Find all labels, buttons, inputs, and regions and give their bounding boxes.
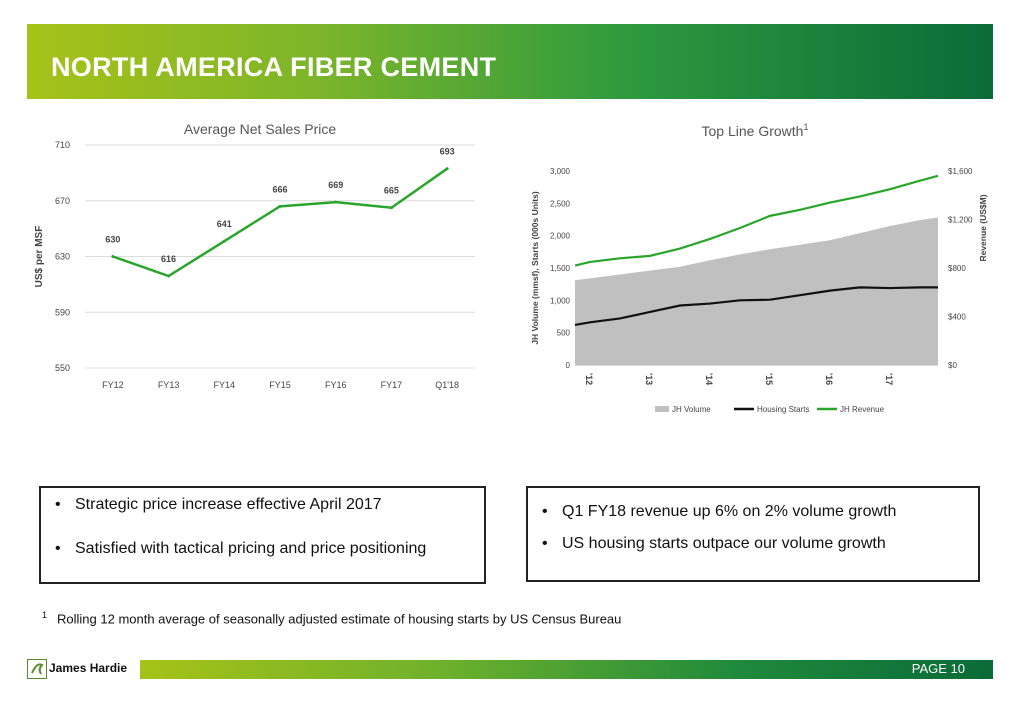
right-bullet-2: • US housing starts outpace our volume gr… bbox=[542, 535, 886, 552]
avg-net-sales-price-chart: Average Net Sales Price 710 670 630 590 550 US… bbox=[34, 121, 475, 390]
footnote: 1 Rolling 12 month average of seasonally … bbox=[42, 610, 621, 626]
chart2-xtick: '12 bbox=[584, 373, 594, 385]
chart1-xtick: FY14 bbox=[214, 380, 236, 390]
chart2-y2tick: $1,600 bbox=[948, 167, 973, 176]
chart1-xtick: FY12 bbox=[102, 380, 124, 390]
chart1-data-label: 666 bbox=[272, 184, 287, 194]
logo-mark-icon bbox=[27, 659, 47, 679]
chart2-xtick: '13 bbox=[644, 373, 654, 385]
chart2-xtick: '15 bbox=[764, 373, 774, 385]
chart2-ytick: 2,000 bbox=[550, 232, 571, 241]
chart2-title-superscript: 1 bbox=[803, 122, 808, 132]
chart1-data-label: 616 bbox=[161, 254, 176, 264]
page-number: PAGE 10 bbox=[911, 661, 965, 676]
chart2-ytick: 1,500 bbox=[550, 264, 571, 273]
chart1-ytick: 670 bbox=[55, 196, 70, 206]
right-bullet-box: • Q1 FY18 revenue up 6% on 2% volume grow… bbox=[526, 486, 980, 582]
page-title: NORTH AMERICA FIBER CEMENT bbox=[51, 52, 497, 82]
chart1-xtick: FY16 bbox=[325, 380, 347, 390]
chart1-ytick: 590 bbox=[55, 307, 70, 317]
chart1-ylabel: US$ per MSF bbox=[34, 226, 45, 288]
chart2-ytick: 500 bbox=[557, 329, 571, 338]
chart2-xtick: '14 bbox=[704, 373, 714, 385]
chart2-ylabel: JH Volume (mmsf), Starts (000s Units) bbox=[530, 191, 540, 345]
chart2-ytick: 1,000 bbox=[550, 296, 571, 305]
chart1-xtick: FY15 bbox=[269, 380, 291, 390]
right-bullet-1: • Q1 FY18 revenue up 6% on 2% volume grow… bbox=[542, 503, 897, 520]
chart2-title: Top Line Growth1 bbox=[702, 122, 809, 139]
chart2-series-revenue-line bbox=[574, 174, 939, 267]
chart2-legend-swatch bbox=[655, 406, 669, 412]
chart1-point bbox=[111, 255, 115, 258]
chart2-y2tick: $1,200 bbox=[948, 216, 973, 225]
chart2-y2label: Revenue (US$M) bbox=[978, 194, 988, 261]
chart1-title: Average Net Sales Price bbox=[184, 121, 336, 137]
chart1-point bbox=[167, 274, 171, 278]
chart1-point bbox=[389, 206, 393, 210]
chart2-ytick: 3,000 bbox=[550, 167, 571, 176]
top-line-growth-chart: Top Line Growth1 3,000 2,500 2,000 1,500 1,00… bbox=[530, 122, 988, 414]
chart2-ytick: 0 bbox=[566, 361, 571, 370]
left-bullet-2: • Satisfied with tactical pricing and pri… bbox=[55, 540, 427, 557]
chart1-point bbox=[445, 167, 449, 171]
chart2-ytick: 2,500 bbox=[550, 199, 571, 208]
chart2-series-volume-area bbox=[575, 217, 938, 365]
chart1-point bbox=[278, 204, 282, 208]
company-logo: James Hardie bbox=[27, 659, 137, 679]
chart2-y2tick: $400 bbox=[948, 313, 966, 322]
chart1-xtick: Q1'18 bbox=[435, 380, 459, 390]
chart1-data-label: 641 bbox=[217, 219, 232, 229]
chart1-ytick: 630 bbox=[55, 252, 70, 262]
chart2-xtick: '17 bbox=[884, 373, 894, 385]
chart1-data-label: 630 bbox=[105, 235, 120, 245]
footnote-marker: 1 bbox=[42, 610, 48, 620]
chart2-xtick: '16 bbox=[824, 373, 834, 385]
chart1-xtick: FY17 bbox=[381, 380, 403, 390]
company-name: James Hardie bbox=[49, 661, 128, 675]
chart2-legend-label: Housing Starts bbox=[757, 405, 809, 414]
chart1-data-label: 665 bbox=[384, 186, 399, 196]
chart2-legend-label: JH Volume bbox=[672, 405, 711, 414]
title-banner: NORTH AMERICA FIBER CEMENT bbox=[27, 24, 993, 99]
chart2-legend-label: JH Revenue bbox=[840, 405, 885, 414]
chart1-data-label: 693 bbox=[440, 147, 455, 157]
chart1-point bbox=[334, 200, 338, 204]
chart1-ytick: 550 bbox=[55, 363, 70, 373]
chart2-y2tick: $0 bbox=[948, 361, 957, 370]
left-bullet-1: • Strategic price increase effective Apri… bbox=[55, 496, 382, 513]
chart1-data-label: 669 bbox=[328, 180, 343, 190]
chart2-series-housing-starts-line bbox=[574, 286, 938, 326]
chart1-point bbox=[222, 239, 226, 243]
footer-bar: PAGE 10 bbox=[140, 660, 993, 679]
left-bullet-box: • Strategic price increase effective Apri… bbox=[39, 486, 486, 584]
chart1-xtick: FY13 bbox=[158, 380, 180, 390]
footnote-text: Rolling 12 month average of seasonally a… bbox=[57, 611, 622, 627]
chart2-y2tick: $800 bbox=[948, 264, 966, 273]
chart1-ytick: 710 bbox=[55, 140, 70, 150]
